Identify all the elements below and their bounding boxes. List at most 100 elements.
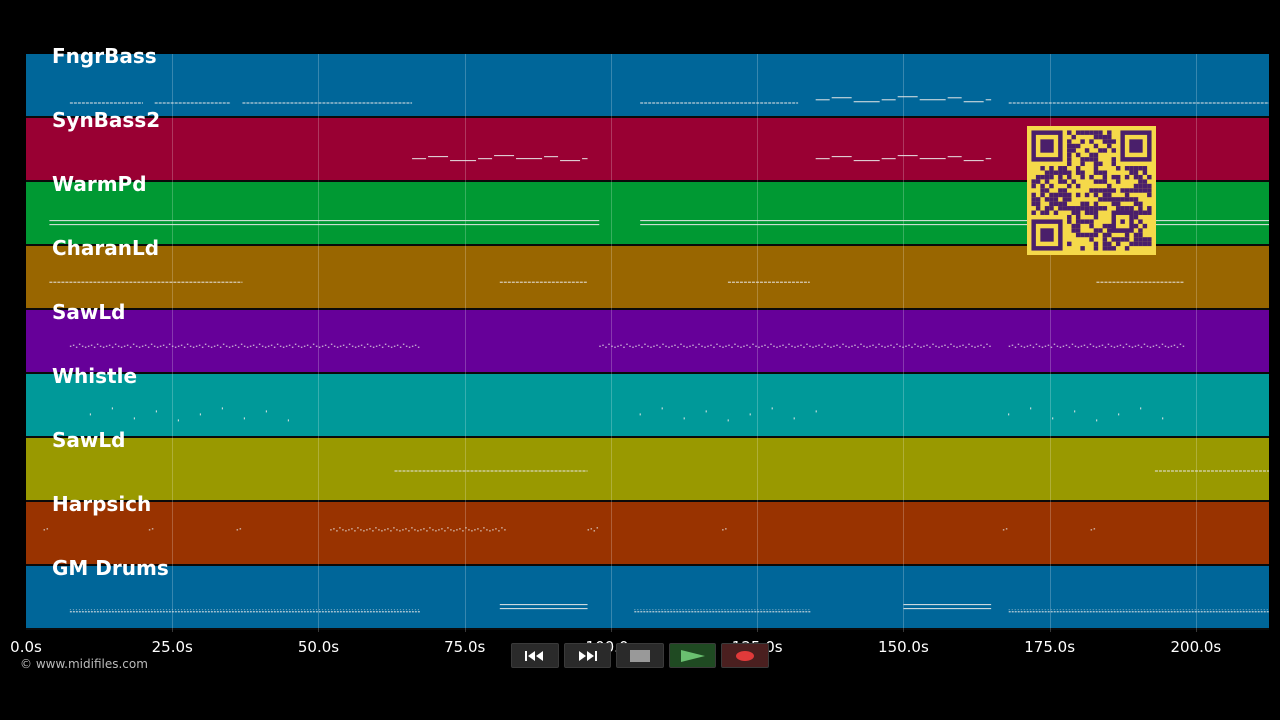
transport-controls — [511, 643, 769, 668]
qr-module — [1115, 166, 1121, 171]
qr-module — [1084, 130, 1090, 135]
qr-module — [1133, 166, 1139, 171]
qr-module — [1058, 166, 1063, 171]
stop-button[interactable] — [616, 643, 664, 668]
qr-module — [1067, 183, 1072, 189]
qr-module — [1147, 174, 1152, 180]
qr-module — [1129, 139, 1143, 153]
qr-module — [1133, 237, 1139, 242]
qr-module — [1102, 232, 1108, 238]
qr-module — [1089, 219, 1094, 224]
qr-module — [1093, 232, 1099, 238]
qr-module — [1049, 206, 1054, 211]
track-lane[interactable]: Whistle — [26, 364, 1269, 438]
qr-module — [1133, 210, 1139, 215]
track-lane[interactable]: FngrBass — [26, 44, 1269, 118]
qr-module — [1147, 206, 1152, 211]
qr-module — [1111, 201, 1116, 207]
qr-module — [1075, 192, 1081, 198]
qr-module — [1080, 170, 1085, 175]
qr-module — [1124, 246, 1130, 251]
qr-module — [1031, 192, 1036, 198]
qr-module — [1093, 188, 1099, 193]
qr-module — [1071, 206, 1076, 211]
copyright-text: © www.midifiles.com — [20, 657, 148, 671]
qr-module — [1115, 201, 1121, 207]
qr-module — [1107, 197, 1112, 202]
qr-module — [1080, 130, 1085, 135]
qr-module — [1111, 157, 1116, 162]
qr-module — [1124, 188, 1130, 193]
qr-module — [1035, 179, 1041, 184]
qr-module — [1067, 130, 1072, 135]
qr-module — [1138, 228, 1143, 233]
record-button[interactable] — [721, 643, 769, 668]
qr-module — [1084, 206, 1090, 211]
qr-module — [1102, 206, 1108, 211]
qr-module — [1084, 192, 1090, 198]
qr-module — [1044, 188, 1050, 193]
track-lane[interactable]: GM Drums — [26, 556, 1269, 630]
fast-forward-icon — [579, 650, 598, 661]
track-lane[interactable]: Harpsich — [26, 492, 1269, 566]
qr-module — [1053, 210, 1059, 215]
qr-module — [1133, 201, 1139, 207]
qr-module — [1089, 130, 1094, 135]
qr-module — [1031, 183, 1036, 189]
track-lane[interactable]: CharanLd — [26, 236, 1269, 310]
play-button[interactable] — [668, 643, 717, 668]
qr-module — [1067, 174, 1072, 180]
qr-module — [1107, 192, 1112, 198]
qr-module — [1098, 134, 1103, 140]
qr-module — [1075, 223, 1081, 229]
qr-module — [1058, 188, 1063, 193]
qr-module — [1075, 214, 1081, 220]
rewind-button[interactable] — [511, 643, 559, 668]
qr-module — [1084, 232, 1090, 238]
track-lane[interactable]: SawLd — [26, 300, 1269, 374]
qr-module — [1031, 197, 1036, 202]
qr-module — [1111, 139, 1116, 144]
qr-module — [1138, 241, 1143, 247]
qr-module — [1147, 241, 1152, 247]
qr-module — [1133, 223, 1139, 229]
qr-module — [1111, 197, 1116, 202]
qr-module — [1115, 241, 1121, 247]
qr-module — [1138, 174, 1143, 180]
qr-module — [1058, 170, 1063, 175]
qr-code-image — [1027, 126, 1156, 255]
qr-module — [1102, 134, 1108, 140]
qr-module — [1089, 139, 1094, 144]
qr-module — [1080, 206, 1085, 211]
track-name: GM Drums — [52, 556, 169, 580]
qr-module — [1044, 206, 1050, 211]
qr-module — [1107, 143, 1112, 149]
qr-module — [1058, 174, 1063, 180]
qr-module — [1093, 161, 1099, 167]
qr-module — [1044, 174, 1050, 180]
qr-module — [1089, 232, 1094, 238]
qr-module — [1107, 139, 1112, 144]
track-lane[interactable]: SawLd — [26, 428, 1269, 502]
qr-module — [1075, 206, 1081, 211]
time-tick-label: 25.0s — [151, 638, 193, 656]
qr-module — [1102, 246, 1108, 251]
fast-forward-button[interactable] — [563, 643, 612, 668]
qr-module — [1075, 130, 1081, 135]
qr-module — [1147, 188, 1152, 193]
qr-module — [1075, 228, 1081, 233]
qr-module — [1098, 206, 1103, 211]
qr-module — [1107, 246, 1112, 251]
time-tick-label: 0.0s — [10, 638, 42, 656]
qr-module — [1053, 192, 1059, 198]
qr-module — [1142, 183, 1148, 189]
qr-module — [1102, 237, 1108, 242]
qr-module — [1115, 197, 1121, 202]
qr-module — [1031, 201, 1036, 207]
qr-module — [1049, 192, 1054, 198]
qr-module — [1133, 174, 1139, 180]
qr-module — [1040, 210, 1045, 215]
qr-module — [1129, 206, 1134, 211]
qr-module — [1124, 232, 1130, 238]
qr-module — [1138, 201, 1143, 207]
